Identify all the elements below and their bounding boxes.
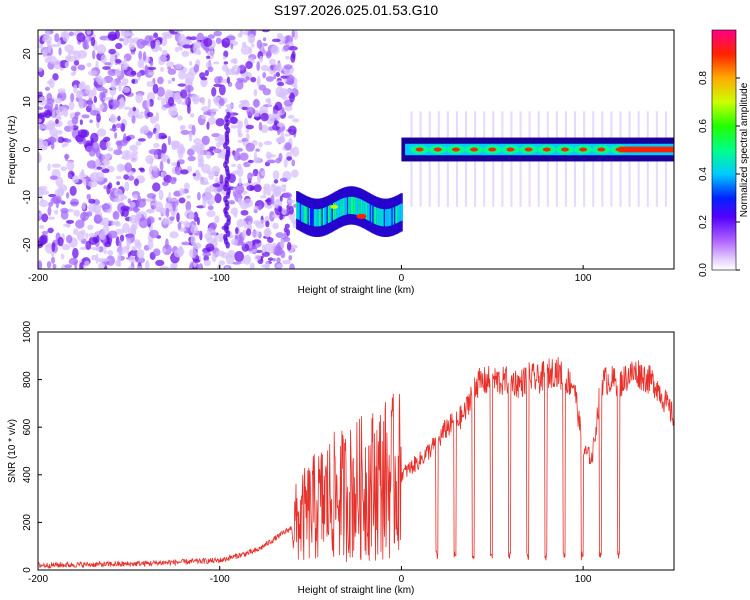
snr-y-tick-label: 0: [22, 567, 33, 573]
snr-x-tick-label: 100: [575, 574, 592, 585]
colorbar-tick-label: 0.2: [698, 215, 709, 229]
snr-x-tick-label: 0: [399, 574, 405, 585]
spectrogram-y-ticks: -20 -10 0 10 20: [22, 48, 42, 252]
snr-y-ticks: 0 200 400 600 800 1000: [22, 320, 42, 573]
colorbar-label: Normalized spectral amplitude: [739, 82, 750, 217]
snr-series-line: [38, 357, 674, 570]
figure-title: S197.2026.025.01.53.G10: [274, 2, 438, 18]
snr-x-ticks: -200 -100 0 100: [28, 566, 592, 585]
spectrogram-x-label: Height of straight line (km): [298, 285, 415, 296]
spectrogram-y-tick-label: -10: [22, 190, 33, 205]
spectrogram-x-tick-label: 0: [399, 273, 405, 284]
snr-y-tick-label: 400: [22, 466, 33, 483]
colorbar-tick-label: 0.8: [698, 71, 709, 85]
snr-x-label: Height of straight line (km): [298, 585, 415, 596]
snr-y-tick-label: 200: [22, 514, 33, 531]
spectrogram-x-tick-label: -200: [28, 273, 48, 284]
spectrogram-x-tick-label: -100: [210, 273, 230, 284]
spectrogram-y-label: Frequency (Hz): [7, 116, 18, 185]
spectrogram-y-tick-label: 10: [22, 96, 33, 108]
spectrogram-region-0: [38, 30, 300, 269]
colorbar-tick-label: 0.4: [698, 167, 709, 181]
spectrogram-marks: [38, 30, 674, 269]
spectrogram-x-tick-label: 100: [575, 273, 592, 284]
snr-x-tick-label: -100: [210, 574, 230, 585]
snr-y-label: SNR (10 * v/v): [7, 419, 18, 483]
colorbar: 0.0 0.2 0.4 0.6 0.8 Normalized spectral ampl…: [698, 29, 750, 277]
snr-panel: -200 -100 0 100 0 200 400 600 800 1000 Height of…: [7, 320, 675, 596]
spectrogram-y-tick-label: 0: [22, 146, 33, 152]
colorbar-tick-label: 0.0: [698, 263, 709, 277]
spectrogram-region-2: [401, 111, 674, 207]
snr-frame: [37, 331, 675, 571]
snr-y-tick-label: 1000: [22, 320, 33, 343]
spectrogram-y-tick-label: 20: [22, 48, 33, 60]
spectrogram-y-tick-label: -20: [22, 237, 33, 252]
snr-x-tick-label: -200: [28, 574, 48, 585]
snr-y-tick-label: 800: [22, 371, 33, 388]
snr-y-tick-label: 600: [22, 418, 33, 435]
colorbar-ticks: 0.0 0.2 0.4 0.6 0.8: [698, 71, 740, 277]
colorbar-gradient: [711, 29, 737, 271]
spectrogram-region-1: [296, 186, 403, 237]
spectrogram-x-ticks: -200 -100 0 100: [28, 265, 592, 284]
colorbar-tick-label: 0.6: [698, 119, 709, 133]
